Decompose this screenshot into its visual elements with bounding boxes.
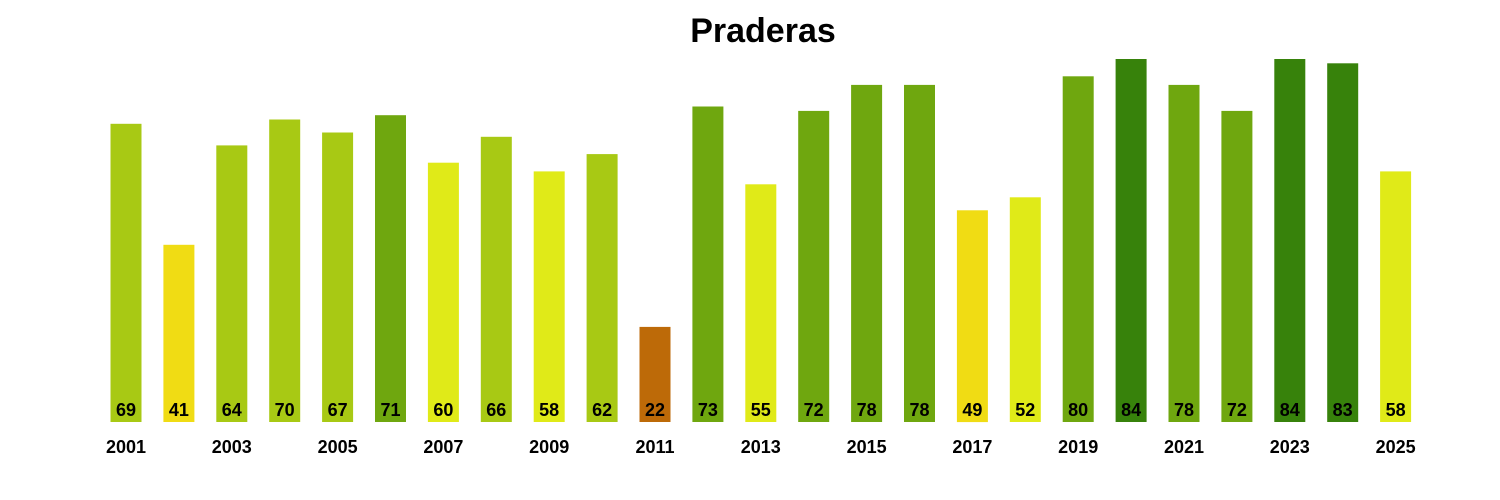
- bar-2008: [480, 136, 512, 423]
- value-label-2018: 52: [1015, 400, 1035, 420]
- x-tick-label-2025: 2025: [1376, 437, 1416, 457]
- x-tick-label-2017: 2017: [952, 437, 992, 457]
- value-label-2019: 80: [1068, 400, 1088, 420]
- bar-2006: [375, 115, 406, 422]
- value-label-2013: 55: [751, 400, 771, 420]
- value-label-2017: 49: [962, 400, 982, 420]
- bar-2022: [1221, 110, 1253, 423]
- x-tick-label-2015: 2015: [847, 437, 887, 457]
- chart-title: Praderas: [690, 12, 836, 50]
- x-tick-label-2013: 2013: [741, 437, 781, 457]
- x-tick-label-2019: 2019: [1058, 437, 1098, 457]
- value-label-2003: 64: [222, 400, 242, 420]
- bar-2019: [1062, 76, 1094, 423]
- value-label-2024: 83: [1333, 400, 1353, 420]
- value-label-2016: 78: [909, 400, 929, 420]
- x-tick-label-2007: 2007: [423, 437, 463, 457]
- bar-2017: [956, 210, 988, 423]
- value-label-2022: 72: [1227, 400, 1247, 420]
- x-tick-label-2009: 2009: [529, 437, 569, 457]
- x-tick-label-2001: 2001: [106, 437, 146, 457]
- value-label-2002: 41: [169, 400, 189, 420]
- bar-2023: [1274, 59, 1306, 422]
- bar-2014: [798, 110, 830, 423]
- value-label-2023: 84: [1280, 400, 1300, 420]
- bar-2002: [163, 244, 195, 422]
- bar-2004: [269, 119, 301, 422]
- bar-2003: [216, 145, 248, 422]
- bar-2012: [692, 106, 724, 422]
- value-label-2015: 78: [857, 400, 877, 420]
- value-label-2025: 58: [1386, 400, 1406, 420]
- bar-2025: [1380, 171, 1412, 422]
- bar-2024: [1327, 63, 1359, 423]
- value-label-2004: 70: [275, 400, 295, 420]
- bar-2005: [322, 132, 354, 422]
- value-label-2001: 69: [116, 400, 136, 420]
- bar-2001: [110, 123, 142, 423]
- value-label-2014: 72: [804, 400, 824, 420]
- bar-2015: [851, 84, 883, 423]
- bar-2007: [427, 162, 459, 422]
- value-label-2008: 66: [486, 400, 506, 420]
- value-label-2021: 78: [1174, 400, 1194, 420]
- value-label-2005: 67: [328, 400, 348, 420]
- bar-2010: [586, 154, 618, 422]
- value-label-2012: 73: [698, 400, 718, 420]
- bar-2018: [1009, 197, 1041, 422]
- value-label-2020: 84: [1121, 400, 1141, 420]
- x-tick-label-2003: 2003: [212, 437, 252, 457]
- x-tick-label-2021: 2021: [1164, 437, 1204, 457]
- bar-2021: [1168, 84, 1200, 423]
- x-tick-label-2005: 2005: [318, 437, 358, 457]
- value-label-2006: 71: [380, 400, 400, 420]
- x-tick-label-2011: 2011: [635, 437, 674, 457]
- bar-2013: [745, 184, 777, 422]
- value-label-2009: 58: [539, 400, 559, 420]
- bar-2011: [639, 326, 671, 422]
- value-label-2007: 60: [433, 400, 453, 420]
- x-tick-label-2023: 2023: [1270, 437, 1310, 457]
- bar-2016: [904, 84, 935, 423]
- value-label-2011: 22: [645, 400, 665, 420]
- value-label-2010: 62: [592, 400, 612, 420]
- bar-2020: [1115, 59, 1147, 422]
- bar-2009: [533, 171, 565, 422]
